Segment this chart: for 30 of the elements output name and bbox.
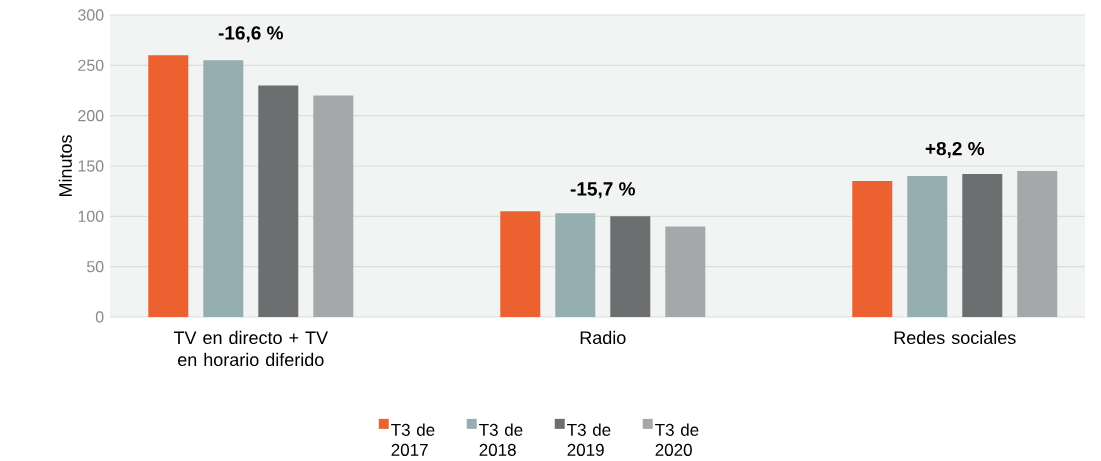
annotation: -16,6 % — [218, 26, 284, 43]
y-tick-label: 250 — [78, 59, 104, 71]
y-axis-title: Minutos — [58, 135, 72, 197]
bar — [500, 211, 541, 317]
bar — [852, 181, 893, 317]
y-tick-label: 300 — [78, 9, 104, 21]
y-tick-label: 50 — [86, 261, 104, 273]
y-tick-label: 150 — [78, 160, 104, 172]
bar — [1017, 171, 1058, 317]
x-tick-label: TV en directo + TV en horario diferido — [173, 330, 328, 367]
y-tick-label: 100 — [78, 210, 104, 222]
bar — [148, 55, 189, 317]
bar — [610, 216, 651, 317]
bar — [907, 176, 948, 317]
y-tick-label: 0 — [95, 311, 104, 323]
legend-label: T3 de 2020 — [655, 423, 699, 456]
legend-label: T3 de 2019 — [567, 423, 611, 456]
x-tick-label: Redes sociales — [894, 330, 1016, 345]
bar — [258, 85, 299, 317]
annotation: -15,7 % — [570, 182, 635, 199]
bar — [313, 95, 354, 317]
y-tick-label: 200 — [78, 110, 104, 122]
legend-label: T3 de 2017 — [391, 423, 435, 456]
legend-label: T3 de 2018 — [479, 423, 523, 456]
bar — [962, 174, 1003, 317]
bar — [203, 60, 244, 317]
x-tick-label: Radio — [580, 330, 626, 345]
bar — [665, 226, 706, 317]
bar — [555, 213, 596, 317]
annotation: +8,2 % — [925, 141, 985, 159]
